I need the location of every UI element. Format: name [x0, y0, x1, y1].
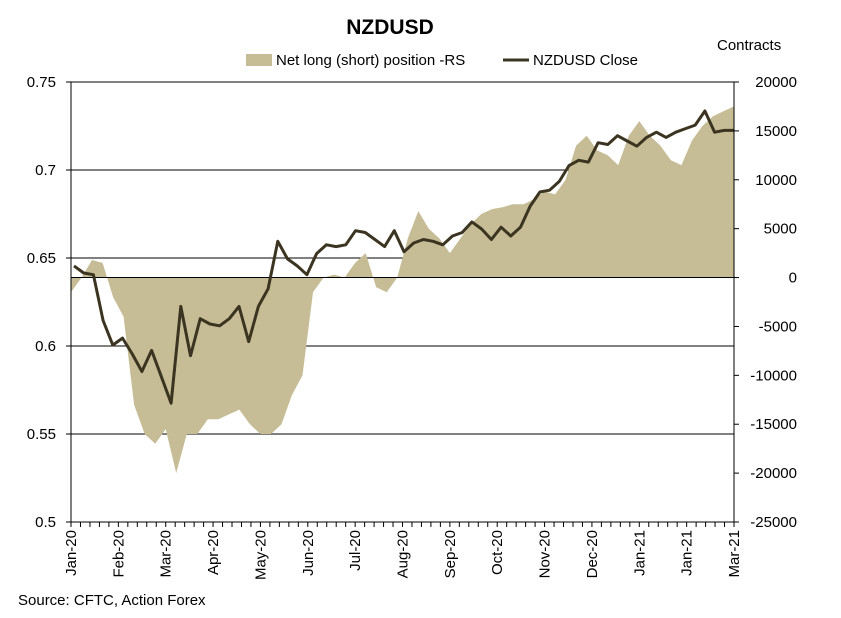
right-tick-label: 0: [789, 270, 797, 287]
right-tick-label: 20000: [755, 74, 797, 91]
x-tick-label: Jul-20: [347, 530, 364, 571]
x-tick-label: Dec-20: [584, 530, 601, 578]
x-tick-label: Jan-21: [679, 530, 696, 576]
nzdusd-close-line: [73, 109, 734, 405]
source-note: Source: CFTC, Action Forex: [18, 592, 206, 609]
right-axis-ticks: -25000 -20000 -15000 -10000 -5000 0 5000 10000 1…: [734, 74, 797, 531]
x-axis-ticks: Jan-20 Feb-20 Mar-20 Apr-20 May-20 Jun-20 Jul-…: [63, 522, 743, 580]
right-tick-label: 5000: [764, 221, 797, 238]
x-tick-label: Oct-20: [489, 530, 506, 575]
legend-area-label: Net long (short) position -RS: [276, 52, 465, 69]
left-tick-label: 0.65: [27, 250, 56, 267]
left-tick-label: 0.55: [27, 426, 56, 443]
x-tick-label: Nov-20: [537, 530, 554, 578]
x-tick-label: Jan-21: [631, 530, 648, 576]
legend-line-label: NZDUSD Close: [533, 52, 638, 69]
legend: Net long (short) position -RS NZDUSD Clo…: [246, 52, 638, 69]
left-tick-label: 0.75: [27, 74, 56, 91]
x-tick-label: Mar-20: [158, 530, 175, 578]
legend-area-swatch: [246, 54, 272, 66]
left-tick-label: 0.5: [35, 514, 56, 531]
net-position-area: [71, 106, 734, 474]
right-tick-label: -15000: [750, 416, 797, 433]
right-tick-label: -10000: [750, 367, 797, 384]
right-tick-label: -20000: [750, 465, 797, 482]
right-tick-label: 10000: [755, 172, 797, 189]
x-tick-label: Jun-20: [300, 530, 317, 576]
x-tick-label: Mar-21: [726, 530, 743, 578]
x-tick-label: Feb-20: [110, 530, 127, 578]
x-tick-label: Sep-20: [442, 530, 459, 578]
left-tick-label: 0.7: [35, 162, 56, 179]
left-axis-ticks: 0.5 0.55 0.6 0.65 0.7 0.75: [27, 74, 71, 531]
chart-title: NZDUSD: [346, 16, 434, 39]
right-tick-label: -25000: [750, 514, 797, 531]
x-tick-label: May-20: [252, 530, 269, 580]
x-tick-label: Aug-20: [395, 530, 412, 578]
right-tick-label: -5000: [759, 318, 797, 335]
left-tick-label: 0.6: [35, 338, 56, 355]
x-tick-label: Apr-20: [205, 530, 222, 575]
right-tick-label: 15000: [755, 123, 797, 140]
right-axis-label: Contracts: [717, 37, 781, 54]
x-tick-label: Jan-20: [63, 530, 80, 576]
